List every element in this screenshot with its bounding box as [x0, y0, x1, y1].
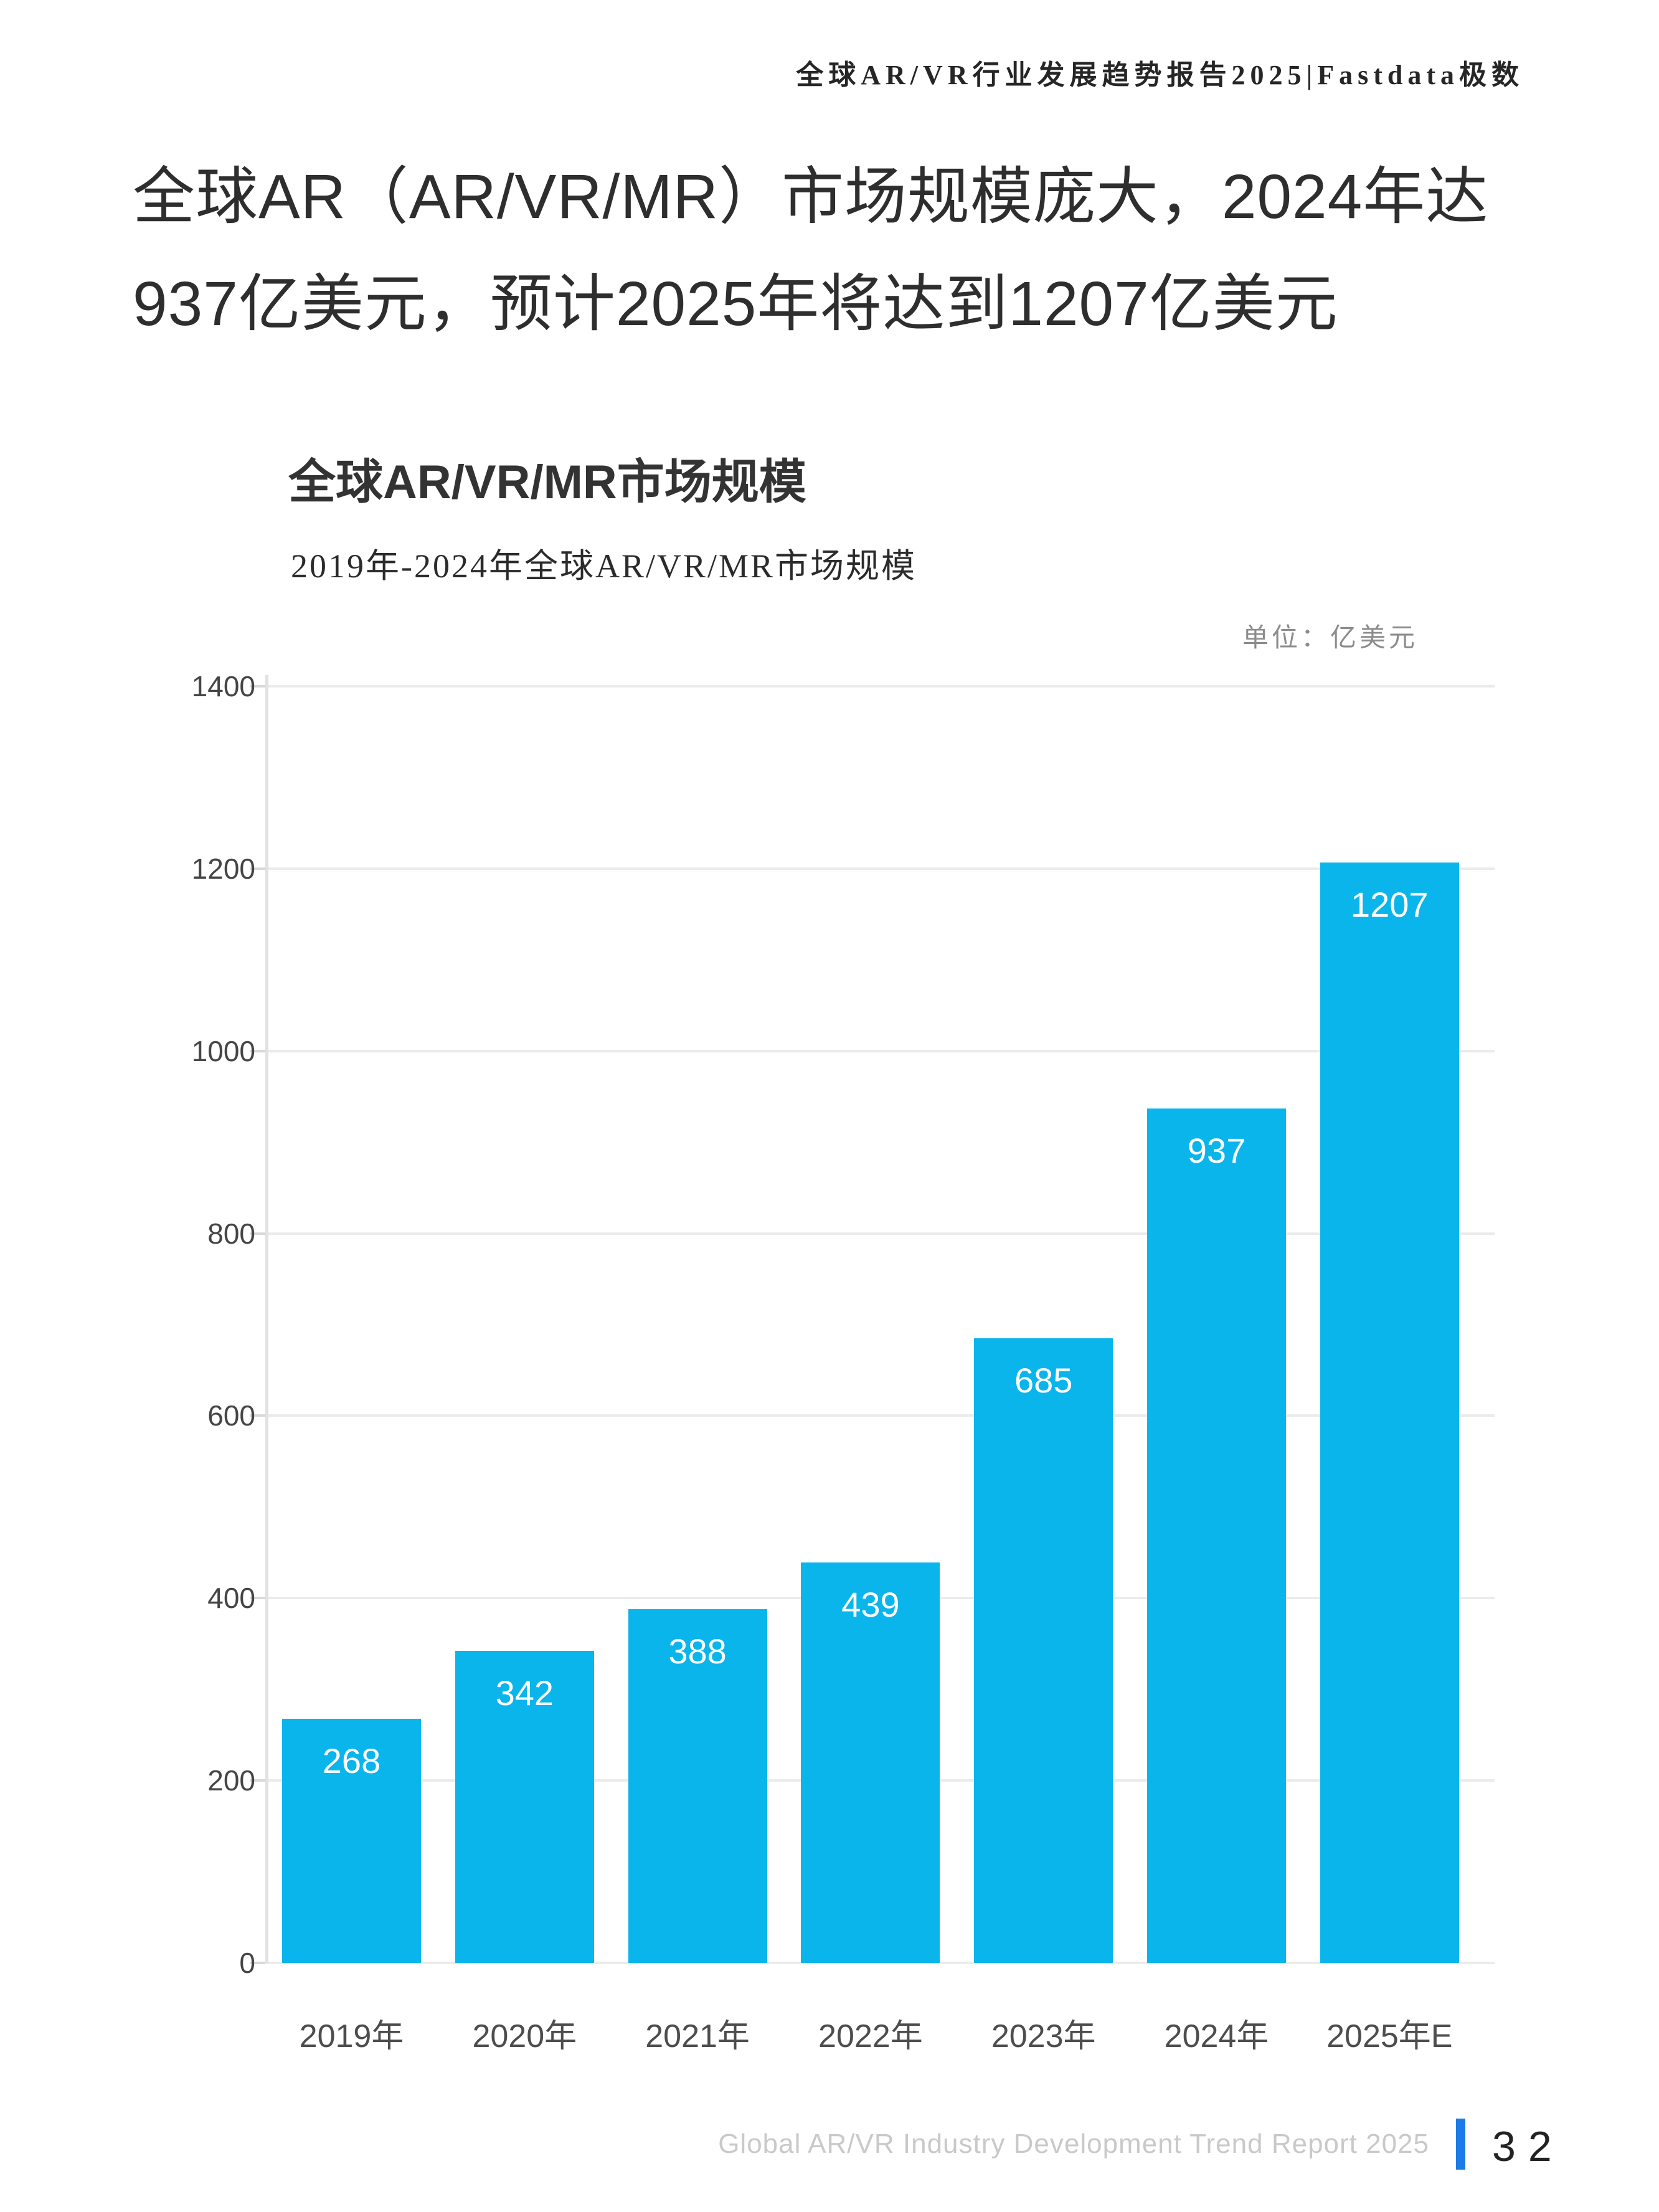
chart-subtitle: 2019年-2024年全球AR/VR/MR市场规模 — [291, 547, 917, 585]
y-tick-1400 — [250, 685, 265, 688]
page-number: 32 — [1492, 2123, 1564, 2170]
y-tick-800 — [250, 1232, 265, 1235]
y-axis-label-600: 600 — [207, 1399, 255, 1432]
chart-title: 全球AR/VR/MR市场规模 — [288, 456, 806, 509]
bar-value-2025年E: 1207 — [1351, 884, 1429, 924]
gridline-0 — [265, 1962, 1495, 1964]
y-axis-label-400: 400 — [207, 1582, 255, 1615]
y-tick-1200 — [250, 867, 265, 870]
y-axis-label-800: 800 — [207, 1217, 255, 1250]
page-title-line-2: 937亿美元，预计2025年将达到1207亿美元 — [133, 269, 1338, 339]
y-axis-label-1200: 1200 — [191, 852, 255, 885]
bar-2019年 — [282, 1718, 421, 1963]
y-axis-label-0: 0 — [239, 1947, 255, 1979]
y-axis-label-200: 200 — [207, 1764, 255, 1797]
bar-value-2019年: 268 — [322, 1741, 381, 1780]
x-axis-label-2025年E: 2025年E — [1326, 2018, 1453, 2054]
y-axis-label-1400: 1400 — [191, 670, 255, 702]
y-tick-600 — [250, 1414, 265, 1417]
footer-report-name: Global AR/VR Industry Development Trend … — [718, 2129, 1429, 2159]
y-tick-200 — [250, 1779, 265, 1782]
y-tick-400 — [250, 1597, 265, 1600]
y-axis-line — [265, 675, 268, 1963]
x-axis-label-2020年: 2020年 — [472, 2018, 577, 2054]
x-axis-label-2019年: 2019年 — [299, 2018, 404, 2054]
gridline-1200 — [265, 867, 1495, 870]
bar-2022年 — [801, 1562, 940, 1963]
bar-2023年 — [974, 1338, 1113, 1963]
unit-label: 单位：亿美元 — [1242, 624, 1418, 653]
bar-value-2020年: 342 — [495, 1673, 554, 1713]
bar-2025年E — [1320, 862, 1459, 1963]
document-header: 全球AR/VR行业发展趋势报告2025|Fastdata极数 — [796, 60, 1524, 90]
gridline-1400 — [265, 685, 1495, 688]
bar-value-2024年: 937 — [1187, 1130, 1246, 1170]
bar-2024年 — [1147, 1108, 1286, 1963]
bar-2020年 — [455, 1651, 594, 1963]
bar-value-2021年: 388 — [668, 1631, 727, 1671]
footer-accent-bar — [1456, 2119, 1465, 2170]
y-tick-1000 — [250, 1049, 265, 1052]
x-axis-label-2022年: 2022年 — [818, 2018, 923, 2054]
gridline-800 — [265, 1232, 1495, 1235]
y-axis-label-1000: 1000 — [191, 1034, 255, 1067]
gridline-1000 — [265, 1049, 1495, 1052]
bar-2021年 — [628, 1609, 767, 1963]
y-tick-0 — [250, 1962, 265, 1964]
x-axis-label-2024年: 2024年 — [1164, 2018, 1269, 2054]
bar-value-2022年: 439 — [841, 1585, 900, 1625]
page-title: 全球AR（AR/VR/MR）市场规模庞大，2024年达 937亿美元，预计202… — [133, 143, 1590, 357]
page-title-line-1: 全球AR（AR/VR/MR）市场规模庞大，2024年达 — [133, 162, 1489, 232]
x-axis-label-2023年: 2023年 — [991, 2018, 1096, 2054]
gridline-600 — [265, 1414, 1495, 1417]
x-axis-label-2021年: 2021年 — [645, 2018, 750, 2054]
bar-value-2023年: 685 — [1014, 1360, 1073, 1400]
